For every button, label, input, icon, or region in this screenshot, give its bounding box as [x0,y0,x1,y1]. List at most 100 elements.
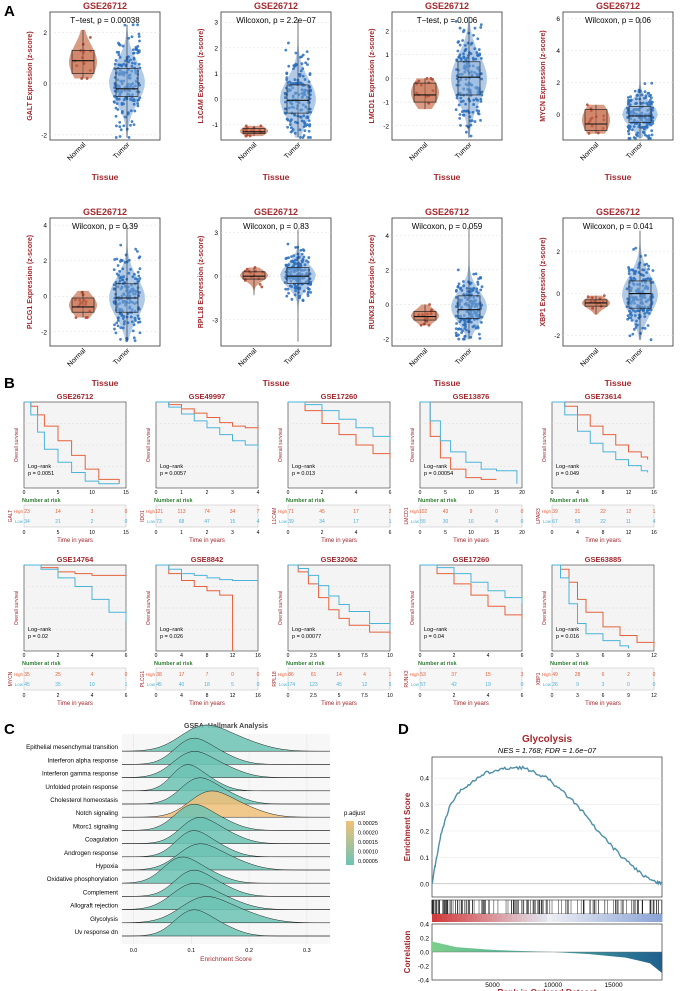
tumor-point [131,93,134,97]
tumor-point [640,111,644,115]
tumor-point [287,64,291,68]
x-tick-label: 2 [321,490,324,496]
tumor-point [458,298,461,302]
normal-box [413,311,437,321]
normal-point [73,298,77,302]
normal-point [590,296,594,300]
logrank-label: Log−rank [292,627,315,633]
tumor-point [457,333,460,337]
tumor-point [122,292,125,296]
tumor-point [120,90,123,94]
panel-label-d: D [398,721,409,738]
tumor-point [124,64,128,68]
tumor-point [124,301,128,305]
tumor-point [118,301,122,305]
x-tick-label: 12 [230,653,236,659]
tumor-point [649,123,653,127]
tumor-point [293,78,297,81]
risk-x-tick: 2 [57,693,60,699]
y-axis-title: Overall survival [14,591,20,625]
y-axis-title: GALT Expression (z-score) [27,31,34,120]
legend-tick: 0.00025 [358,821,378,827]
risk-count: 5 [231,682,234,688]
x-tick-label: 15000 [605,982,623,989]
tumor-point [303,263,307,267]
risk-x-tick: 8 [206,693,209,699]
es-y-tick: 0.4 [420,776,429,783]
risk-count: 1 [125,682,128,688]
tumor-point [123,320,126,323]
tumor-point [131,85,135,89]
risk-x-tick: 8 [602,530,605,536]
tumor-box [286,84,310,114]
tumor-point [649,278,652,281]
tumor-point [133,339,137,343]
x-axis-title: Tissue [92,172,119,182]
tumor-point [480,315,484,319]
tumor-point [136,270,140,274]
corr-y-tick: -0.2 [418,964,430,971]
logrank-label: Log−rank [28,464,51,470]
normal-point [88,36,92,39]
tumor-point [651,295,655,299]
x-tick-label: 2 [453,653,456,659]
tumor-point [297,101,301,105]
x-tick-label: Normal [67,347,88,368]
tumor-point [466,87,470,91]
rank-color-cell [482,914,488,922]
tumor-point [305,259,308,263]
risk-count: 45 [319,509,325,515]
tumor-point [645,308,649,312]
low-curve [552,564,629,649]
tumor-point [119,337,122,341]
tumor-point [632,327,636,331]
tumor-point [473,120,477,123]
tumor-point [480,285,484,289]
risk-x-tick: 3 [231,530,234,536]
tumor-point [457,282,461,286]
normal-point [602,294,606,298]
panel-c-ridgeplot: GSEA−Hallmark Analysis 0.0 0.1 0.2 0.3 Epithe… [26,723,378,963]
tumor-point [469,335,473,339]
ridge-density [121,856,330,884]
tumor-point [116,324,120,328]
tumor-point [129,268,132,271]
es-y-tick: 0.1 [420,855,429,862]
es-y-axis-title: Enrichment Score [403,792,412,861]
tumor-point [479,276,483,280]
normal-point [260,285,264,289]
tumor-point [645,271,649,274]
tumor-point [294,289,298,293]
tumor-point [634,97,638,101]
risk-count: 174 [287,682,296,688]
tumor-point [119,258,123,262]
panel-a-boxplots: GSE26712 2 0 -2 T−test, p = 0.00038 GALT Expr… [27,1,674,388]
high-curve [288,564,391,636]
tumor-point [475,72,479,76]
tumor-point [298,128,302,132]
tumor-point [308,124,312,128]
tumor-point [459,78,462,82]
risk-count: 3 [602,682,605,688]
tumor-point [640,118,644,122]
tumor-point [122,275,126,279]
normal-box [242,271,266,280]
tumor-point [121,267,125,271]
risk-table-frame [551,504,655,528]
logrank-label: Log−rank [424,627,447,633]
risk-count: 123 [309,682,318,688]
normal-point [84,300,88,304]
risk-count: 5 [389,682,392,688]
risk-count: 86 [288,672,294,678]
x-axis-title: Time in years [321,538,357,544]
tumor-point [639,331,642,335]
tumor-point [121,301,125,304]
tumor-point [118,279,122,283]
tumor-point [629,98,633,102]
tumor-point [288,276,292,280]
km-title: GSE32062 [321,555,358,564]
tumor-point [119,128,123,132]
risk-count: 4 [257,519,260,525]
x-tick-label: 0.0 [130,948,138,954]
